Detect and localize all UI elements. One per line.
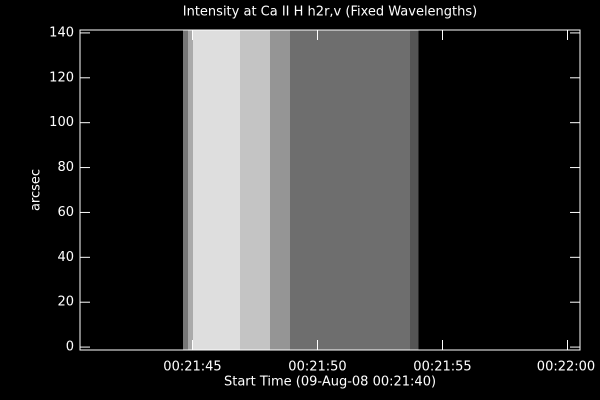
image-band	[183, 30, 189, 350]
image-band	[270, 30, 291, 350]
y-tick-label: 100	[49, 115, 74, 130]
image-band	[193, 30, 241, 350]
y-tick-label: 60	[57, 205, 74, 220]
plot-frame	[79, 29, 581, 351]
y-tick-label: 80	[57, 160, 74, 175]
y-tick-label: 0	[66, 340, 74, 355]
chart-title: Intensity at Ca II H h2r,v (Fixed Wavele…	[183, 5, 477, 20]
x-tick-label: 00:21:45	[163, 360, 221, 375]
image-band	[188, 30, 194, 350]
y-tick-label: 20	[57, 295, 74, 310]
x-axis-label: Start Time (09-Aug-08 00:21:40)	[224, 375, 436, 390]
x-tick-label: 00:21:50	[288, 360, 346, 375]
y-tick-label: 140	[49, 25, 74, 40]
image-band	[290, 30, 411, 350]
x-tick-label: 00:22:00	[537, 360, 595, 375]
y-tick-label: 120	[49, 70, 74, 85]
image-band	[240, 30, 271, 350]
y-tick-label: 40	[57, 250, 74, 265]
x-tick-label: 00:21:55	[413, 360, 471, 375]
y-axis-label: arcsec	[29, 169, 44, 211]
image-band	[410, 30, 419, 350]
